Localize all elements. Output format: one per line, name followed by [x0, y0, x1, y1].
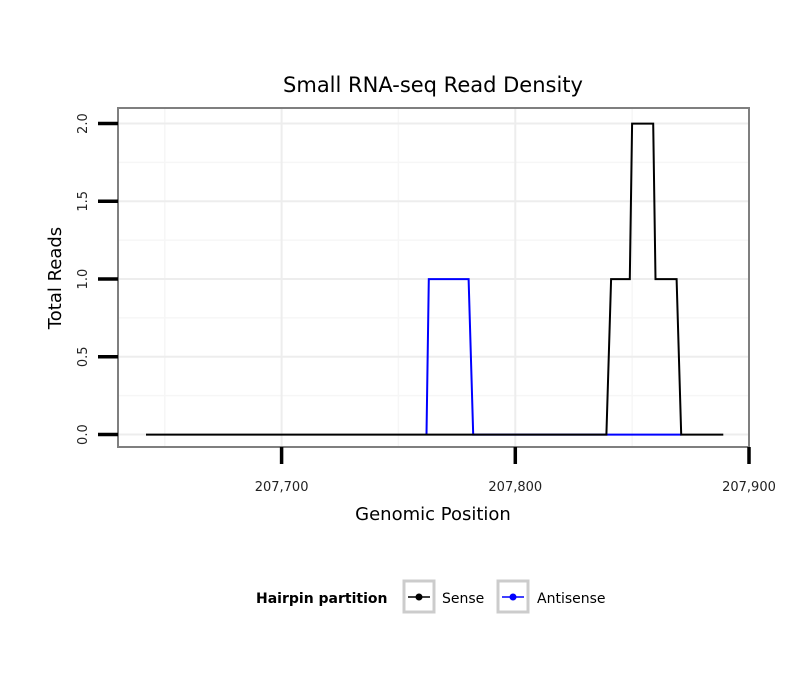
y-tick-label-1: 0.5 [76, 346, 91, 367]
x-axis: 207,700 207,800 207,900 [255, 447, 776, 495]
y-axis: 0.0 0.5 1.0 1.5 2.0 [76, 113, 118, 445]
series-line-sense [146, 122, 724, 436]
x-tick-label-2: 207,900 [722, 480, 776, 495]
legend-item-sense: Sense [402, 579, 484, 614]
y-tick-label-4: 2.0 [76, 113, 91, 134]
legend-label-sense: Sense [442, 591, 484, 607]
x-axis-title: Genomic Position [355, 504, 511, 525]
legend-title: Hairpin partition [256, 591, 387, 607]
y-tick-label-2: 1.0 [76, 269, 91, 290]
legend-label-antisense: Antisense [537, 591, 606, 607]
legend-item-antisense: Antisense [496, 579, 606, 614]
y-tick-label-0: 0.0 [76, 424, 91, 445]
plot-panel [118, 108, 749, 447]
x-tick-label-1: 207,800 [488, 480, 542, 495]
y-axis-title: Total Reads [45, 227, 66, 330]
legend-point-antisense [509, 593, 517, 601]
legend: Hairpin partition Sense Antisense [256, 579, 606, 614]
x-tick-label-0: 207,700 [255, 480, 309, 495]
series-layer [146, 122, 724, 436]
legend-point-sense [415, 593, 423, 601]
chart-title: Small RNA-seq Read Density [283, 73, 583, 97]
y-tick-label-3: 1.5 [76, 191, 91, 212]
